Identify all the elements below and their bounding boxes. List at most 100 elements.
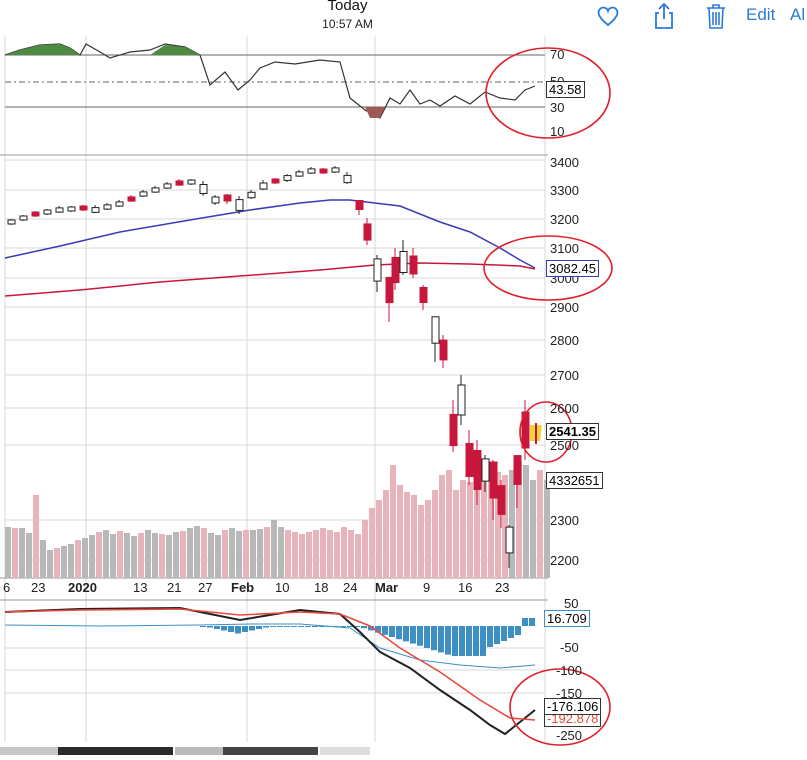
signal-line [4,608,536,721]
volume-bar [530,480,536,578]
volume-bar [306,532,312,578]
volume-bar [488,465,494,578]
macd-histogram-bar [494,626,500,644]
volume-bar [54,548,60,578]
volume-bar [138,533,144,578]
level-70: 70 [550,47,565,62]
volume-bar [271,520,277,578]
macd-histogram-bar [263,626,269,628]
candle-body [465,443,474,477]
candle-body [343,174,352,184]
volume-bar [334,532,340,578]
volume-bar [285,530,291,578]
macd-histogram-bar [424,626,430,648]
macd-histogram-bar [347,626,353,627]
candle-body [391,256,400,284]
macd-histogram-bar [361,626,367,629]
macd-histogram-bar [242,626,248,632]
top-bar: Today 10:57 AM Edit Al [0,0,807,36]
macd-histogram-bar [214,626,220,629]
macd-histogram-bar [256,626,262,629]
edit-button[interactable]: Edit [746,5,776,24]
volume-bar [278,527,284,578]
trash-icon[interactable] [702,2,730,30]
candle-body [175,180,184,186]
macd-top-value-box: 16.709 [544,610,590,627]
volume-bar [33,495,39,578]
volume-bar [131,536,137,578]
volume-bar [523,465,529,578]
candle-body [79,205,88,211]
volume-bar [110,534,116,578]
macd-histogram-bar [319,626,325,627]
moving-average-blue [4,199,536,269]
candle-body [373,258,382,282]
time-label: Feb [231,580,255,595]
macd-histogram-bar [438,626,444,653]
grid [4,36,546,742]
candle-body [235,199,244,211]
candle-body [43,209,52,215]
macd-panel [4,606,536,736]
volume-bar [201,528,207,578]
volume-bar [75,540,81,578]
macd-histogram-bar [354,626,360,627]
volume-bar [418,505,424,578]
candle-body [259,182,268,190]
volume-bar [40,540,46,578]
macd-histogram-bar [473,626,479,656]
thumbnail-strip[interactable] [0,742,380,755]
macd-histogram-bar [487,626,493,647]
candle-body [199,184,208,194]
volume-bar [397,485,403,578]
macd-value-box: -176.106 [544,698,602,715]
time-label: 18 [314,580,329,595]
candle-body [115,201,124,207]
volume-bar [12,528,18,578]
volume-bar [47,550,53,578]
candle-body [331,167,340,173]
price-level: 2500 [550,438,579,453]
volume-bar [299,534,305,578]
volume-bar [467,482,473,578]
screen-time: 10:57 AM [322,17,373,31]
volume-bar [124,533,130,578]
volume-bar [404,492,410,578]
volume-bar [117,531,123,578]
volume-bar [5,527,11,578]
candle-body [19,215,28,221]
volume-bar [509,470,515,578]
share-icon[interactable] [650,2,678,30]
heart-icon[interactable] [594,2,622,30]
macd-histogram-bar [277,626,283,627]
volume-bar [173,532,179,578]
time-label: 24 [343,580,358,595]
macd-histogram-bar [452,626,458,656]
macd-histogram-bar [382,626,388,635]
volume-bar [320,528,326,578]
time-label: 23 [495,580,510,595]
time-label: 27 [198,580,213,595]
volume-value-box: 4332651 [546,472,603,489]
volume-bar [292,532,298,578]
macd-histogram-bar [445,626,451,655]
macd-histogram-bar [298,626,304,627]
level-30: 30 [550,100,565,115]
time-label: 9 [423,580,431,595]
macd-histogram-bar [410,626,416,644]
volume-bar [425,500,431,578]
price-level: 3400 [550,155,579,170]
volume-bar [68,544,74,578]
last-price-box: 2541.35 [546,423,599,440]
macd-histogram-bar [396,626,402,640]
all-button[interactable]: Al [790,5,806,24]
candle-body [151,187,160,193]
macd-histogram-bar [270,626,276,627]
candle-body [481,458,490,482]
macd-level: -50 [560,640,579,655]
volume-bar [82,538,88,578]
macd-histogram-bar [459,626,465,656]
candle-body [419,287,428,303]
volume-bar [187,528,193,578]
candle-body [363,223,372,241]
